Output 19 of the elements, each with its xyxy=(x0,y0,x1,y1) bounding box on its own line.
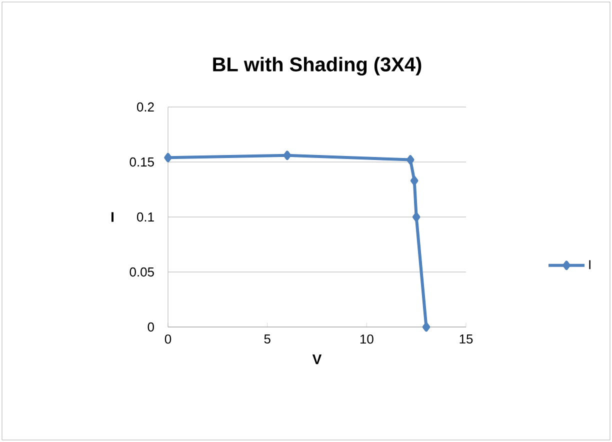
y-tick-label: 0.2 xyxy=(136,102,154,112)
point xyxy=(164,152,172,162)
legend-label: I xyxy=(589,260,590,270)
x-tick-label: 15 xyxy=(460,334,473,344)
x-axis-title: V xyxy=(312,354,322,364)
point xyxy=(283,150,292,160)
y-tick-label: 0.1 xyxy=(136,212,154,222)
y-tick-label: 0.15 xyxy=(130,157,154,167)
point xyxy=(406,155,414,164)
point xyxy=(422,322,430,332)
x-tick-label: 0 xyxy=(164,334,172,344)
point xyxy=(410,176,418,186)
y-tick-label: 0.05 xyxy=(130,267,154,277)
x-tick-label: 10 xyxy=(360,334,374,344)
chart-title: BL with Shading (3X4) xyxy=(213,56,422,76)
x-tick-label: 5 xyxy=(264,334,270,344)
point xyxy=(412,212,420,222)
y-tick-label: 0 xyxy=(148,322,154,332)
y-axis-title: I xyxy=(111,212,114,222)
